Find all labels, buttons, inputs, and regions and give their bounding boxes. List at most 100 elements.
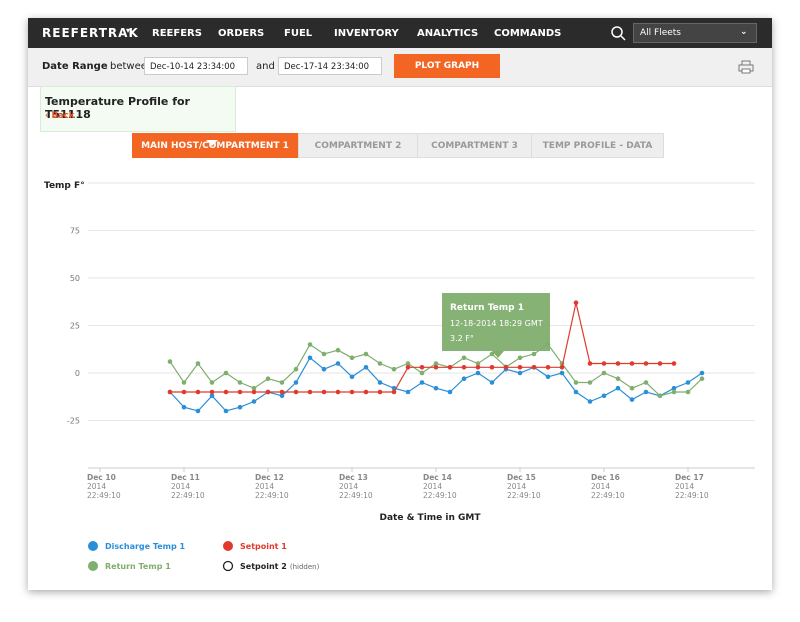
x-tick-label: Dec 16 <box>591 473 620 482</box>
data-point <box>293 380 299 385</box>
data-point <box>181 389 187 395</box>
nav-item[interactable]: ORDERS <box>218 28 265 39</box>
data-point <box>335 361 341 366</box>
x-tick-label: 2014 <box>507 482 526 491</box>
tab[interactable]: COMPARTMENT 2 <box>298 133 418 158</box>
y-tick-label: 25 <box>70 322 80 331</box>
data-point <box>699 370 705 376</box>
x-tick-label: 2014 <box>87 482 106 491</box>
x-tick-label: 2014 <box>171 482 190 491</box>
nav-bar: REEFERTRAK ▾ REEFERS ORDERS FUEL INVENTO… <box>28 18 772 48</box>
nav-item[interactable]: ANALYTICS <box>417 28 479 39</box>
data-point <box>237 380 243 385</box>
fleet-select[interactable]: All Fleets ⌄ <box>633 23 757 43</box>
data-point <box>629 385 635 391</box>
data-point <box>587 380 593 385</box>
tooltip-time: 12-18-2014 18:29 GMT <box>450 319 543 328</box>
data-point <box>601 361 607 366</box>
and-label: and <box>256 61 275 72</box>
data-point <box>657 361 663 366</box>
x-tick-label: Dec 10 <box>87 473 116 482</box>
data-point <box>671 385 677 391</box>
print-icon[interactable] <box>738 60 754 74</box>
y-tick-label: -25 <box>67 417 80 426</box>
legend-label: Setpoint 2 (hidden) <box>240 562 320 571</box>
tab-active[interactable]: MAIN HOST/COMPARTMENT 1 <box>132 133 298 158</box>
data-point <box>433 361 439 366</box>
data-point <box>573 380 579 385</box>
data-point <box>223 389 229 395</box>
data-point <box>293 366 299 372</box>
data-point <box>601 370 607 376</box>
x-tick-label: 22:49:10 <box>87 491 121 500</box>
data-point <box>223 370 229 376</box>
nav-item[interactable]: REEFERS <box>152 28 202 39</box>
nav-item[interactable]: COMMANDS <box>494 28 562 39</box>
data-point <box>223 408 229 414</box>
x-tick-label: 22:49:10 <box>423 491 457 500</box>
data-point <box>321 366 327 372</box>
plot-graph-button[interactable]: PLOT GRAPH <box>394 54 500 78</box>
search-icon[interactable] <box>610 25 626 41</box>
data-point <box>643 389 649 395</box>
legend-marker-hidden <box>222 560 234 572</box>
data-point <box>363 351 369 357</box>
nav-item[interactable]: FUEL <box>284 28 313 39</box>
data-point <box>475 370 481 376</box>
data-point <box>279 389 285 395</box>
tab[interactable]: TEMP PROFILE - DATA <box>531 133 664 158</box>
data-point <box>419 380 425 385</box>
data-point <box>209 389 215 395</box>
y-tick-label: 50 <box>70 274 80 283</box>
data-point <box>265 376 271 382</box>
series-line <box>170 302 674 393</box>
x-tick-label: 22:49:10 <box>339 491 373 500</box>
data-point <box>587 361 593 366</box>
x-tick-label: 22:49:10 <box>171 491 205 500</box>
data-point <box>349 389 355 395</box>
legend-label: Setpoint 1 <box>240 542 287 551</box>
tooltip: Return Temp 1 12-18-2014 18:29 GMT 3.2 F° <box>442 293 550 358</box>
x-tick-label: 2014 <box>255 482 274 491</box>
tooltip-value: 3.2 F° <box>450 334 474 343</box>
legend-name: Setpoint 2 <box>240 562 287 571</box>
data-point <box>405 361 411 366</box>
date-range-label: Date Range <box>42 61 108 72</box>
tab-notch <box>206 140 218 146</box>
tooltip-arrow <box>492 351 504 358</box>
tab[interactable]: COMPARTMENT 3 <box>417 133 532 158</box>
data-point <box>685 389 691 395</box>
fleet-select-value: All Fleets <box>640 28 681 38</box>
data-point <box>195 389 201 395</box>
data-point <box>307 389 313 395</box>
x-tick-label: 2014 <box>339 482 358 491</box>
data-point <box>531 351 537 357</box>
back-link[interactable]: ‹ Back <box>45 111 75 121</box>
brand-caret[interactable]: ▾ <box>126 26 131 35</box>
data-point <box>447 389 453 395</box>
x-tick-label: 2014 <box>591 482 610 491</box>
data-point <box>615 385 621 391</box>
between-label: between <box>110 61 154 72</box>
data-point <box>307 355 313 361</box>
y-tick-label: 0 <box>75 369 80 378</box>
from-date[interactable]: Dec-10-14 23:34:00 <box>144 57 248 75</box>
legend-note: (hidden) <box>290 563 320 571</box>
data-point <box>559 365 565 370</box>
brand[interactable]: REEFERTRAK <box>42 26 139 40</box>
tooltip-title: Return Temp 1 <box>450 303 524 313</box>
legend-marker <box>88 541 98 551</box>
data-point <box>587 399 593 404</box>
data-point <box>685 380 691 385</box>
to-date[interactable]: Dec-17-14 23:34:00 <box>278 57 382 75</box>
data-point <box>461 365 467 370</box>
data-point <box>363 389 369 395</box>
legend-marker <box>223 541 233 551</box>
data-point <box>237 389 243 395</box>
legend-label: Return Temp 1 <box>105 562 171 571</box>
data-point <box>321 351 327 357</box>
data-point <box>615 361 621 366</box>
nav-item[interactable]: INVENTORY <box>334 28 399 39</box>
data-point <box>335 347 341 353</box>
panel-title: Temperature Profile for T51118 <box>45 95 190 121</box>
